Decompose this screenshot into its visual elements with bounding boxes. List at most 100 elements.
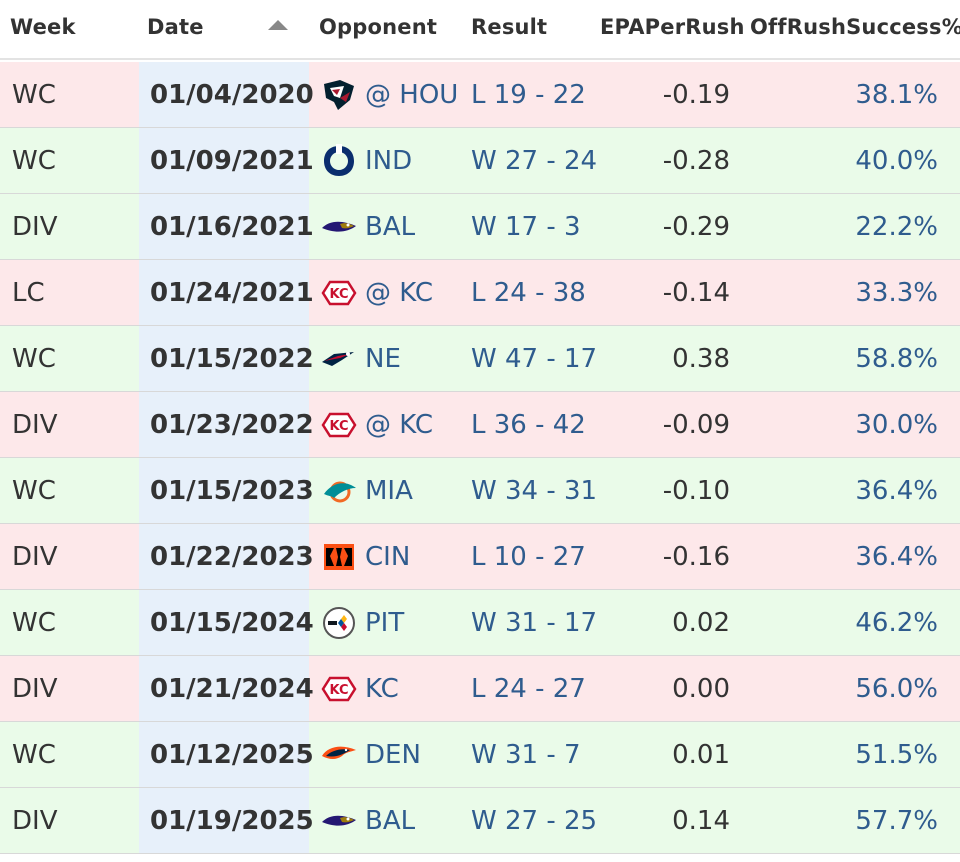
opponent-link[interactable]: IND bbox=[365, 146, 413, 176]
opponent-link[interactable]: @ HOU bbox=[365, 80, 459, 110]
date-cell: 01/23/2022 bbox=[150, 410, 314, 440]
off-rush-success-link[interactable]: 57.7% bbox=[855, 806, 938, 836]
opponent-link[interactable]: DEN bbox=[365, 740, 421, 770]
patriots-logo-icon bbox=[320, 342, 358, 376]
opponent-link[interactable]: CIN bbox=[365, 542, 411, 572]
off-rush-success-link[interactable]: 33.3% bbox=[855, 278, 938, 308]
opponent-link[interactable]: BAL bbox=[365, 212, 416, 242]
result-link[interactable]: W 34 - 31 bbox=[471, 476, 598, 506]
off-rush-success-link[interactable]: 40.0% bbox=[855, 146, 938, 176]
result-link[interactable]: W 31 - 7 bbox=[471, 740, 581, 770]
epa-per-rush-cell: 0.01 bbox=[672, 740, 730, 770]
column-header-epa-per-rush[interactable]: EPAPerRush bbox=[600, 15, 745, 39]
opponent-link[interactable]: BAL bbox=[365, 806, 416, 836]
result-link[interactable]: L 10 - 27 bbox=[471, 542, 586, 572]
week-cell: WC bbox=[12, 740, 56, 770]
sort-ascending-icon[interactable] bbox=[268, 20, 288, 30]
chiefs-logo-icon: KC bbox=[320, 276, 358, 310]
table-row[interactable]: DIV 01/16/2021 BAL W 17 - 3 -0.29 22.2% bbox=[0, 194, 960, 260]
result-link[interactable]: W 31 - 17 bbox=[471, 608, 598, 638]
off-rush-success-link[interactable]: 30.0% bbox=[855, 410, 938, 440]
table-row[interactable]: WC 01/15/2022 NE W 47 - 17 0.38 58.8% bbox=[0, 326, 960, 392]
epa-per-rush-cell: 0.02 bbox=[672, 608, 730, 638]
table-header: Week Date Opponent Result EPAPerRush Off… bbox=[0, 0, 960, 60]
epa-per-rush-cell: -0.14 bbox=[662, 278, 730, 308]
week-cell: DIV bbox=[12, 806, 58, 836]
table-row[interactable]: LC 01/24/2021 KC @ KC L 24 - 38 -0.14 33.3% bbox=[0, 260, 960, 326]
result-link[interactable]: W 47 - 17 bbox=[471, 344, 598, 374]
chiefs-logo-icon: KC bbox=[320, 672, 358, 706]
date-cell: 01/15/2024 bbox=[150, 608, 314, 638]
result-link[interactable]: L 24 - 27 bbox=[471, 674, 586, 704]
opponent-link[interactable]: NE bbox=[365, 344, 401, 374]
opponent-link[interactable]: @ KC bbox=[365, 278, 434, 308]
table-row[interactable]: WC 01/09/2021 IND W 27 - 24 -0.28 40.0% bbox=[0, 128, 960, 194]
date-cell-background bbox=[139, 194, 309, 259]
result-link[interactable]: W 27 - 25 bbox=[471, 806, 598, 836]
table-row[interactable]: DIV 01/22/2023 CIN L 10 - 27 -0.16 36.4% bbox=[0, 524, 960, 590]
svg-text:KC: KC bbox=[329, 419, 348, 434]
result-link[interactable]: L 24 - 38 bbox=[471, 278, 586, 308]
table-row[interactable]: WC 01/04/2020 @ HOU L 19 - 22 -0.19 38.1% bbox=[0, 62, 960, 128]
column-header-opponent[interactable]: Opponent bbox=[319, 15, 438, 39]
table-row[interactable]: DIV 01/23/2022 KC @ KC L 36 - 42 -0.09 30.0% bbox=[0, 392, 960, 458]
week-cell: WC bbox=[12, 146, 56, 176]
week-cell: DIV bbox=[12, 674, 58, 704]
date-cell: 01/19/2025 bbox=[150, 806, 314, 836]
date-cell-background bbox=[139, 458, 309, 523]
epa-per-rush-cell: 0.00 bbox=[672, 674, 730, 704]
steelers-logo-icon bbox=[320, 606, 358, 640]
week-cell: WC bbox=[12, 344, 56, 374]
off-rush-success-link[interactable]: 56.0% bbox=[855, 674, 938, 704]
off-rush-success-link[interactable]: 46.2% bbox=[855, 608, 938, 638]
off-rush-success-link[interactable]: 38.1% bbox=[855, 80, 938, 110]
off-rush-success-link[interactable]: 36.4% bbox=[855, 476, 938, 506]
table-row[interactable]: WC 01/15/2024 PIT W 31 - 17 0.02 46.2% bbox=[0, 590, 960, 656]
date-cell: 01/09/2021 bbox=[150, 146, 314, 176]
opponent-link[interactable]: PIT bbox=[365, 608, 405, 638]
ravens-logo-icon bbox=[320, 210, 358, 244]
date-cell: 01/24/2021 bbox=[150, 278, 314, 308]
epa-per-rush-cell: -0.10 bbox=[662, 476, 730, 506]
date-cell: 01/12/2025 bbox=[150, 740, 314, 770]
week-cell: WC bbox=[12, 608, 56, 638]
table-row[interactable]: DIV 01/19/2025 BAL W 27 - 25 0.14 57.7% bbox=[0, 788, 960, 854]
off-rush-success-link[interactable]: 51.5% bbox=[855, 740, 938, 770]
column-header-week[interactable]: Week bbox=[10, 15, 76, 39]
epa-per-rush-cell: 0.38 bbox=[672, 344, 730, 374]
opponent-link[interactable]: KC bbox=[365, 674, 399, 704]
date-cell-background bbox=[139, 128, 309, 193]
date-cell-background bbox=[139, 656, 309, 721]
week-cell: LC bbox=[12, 278, 45, 308]
week-cell: WC bbox=[12, 80, 56, 110]
result-link[interactable]: L 36 - 42 bbox=[471, 410, 586, 440]
date-cell-background bbox=[139, 260, 309, 325]
date-cell: 01/21/2024 bbox=[150, 674, 314, 704]
table-row[interactable]: DIV 01/21/2024 KC KC L 24 - 27 0.00 56.0% bbox=[0, 656, 960, 722]
dolphins-logo-icon bbox=[320, 474, 358, 508]
opponent-link[interactable]: @ KC bbox=[365, 410, 434, 440]
off-rush-success-link[interactable]: 22.2% bbox=[855, 212, 938, 242]
week-cell: WC bbox=[12, 476, 56, 506]
result-link[interactable]: W 17 - 3 bbox=[471, 212, 581, 242]
chiefs-logo-icon: KC bbox=[320, 408, 358, 442]
week-cell: DIV bbox=[12, 212, 58, 242]
table-row[interactable]: WC 01/15/2023 MIA W 34 - 31 -0.10 36.4% bbox=[0, 458, 960, 524]
date-cell-background bbox=[139, 326, 309, 391]
broncos-logo-icon bbox=[320, 738, 358, 772]
opponent-link[interactable]: MIA bbox=[365, 476, 413, 506]
column-header-result[interactable]: Result bbox=[471, 15, 548, 39]
svg-text:KC: KC bbox=[329, 287, 348, 302]
off-rush-success-link[interactable]: 36.4% bbox=[855, 542, 938, 572]
result-link[interactable]: W 27 - 24 bbox=[471, 146, 598, 176]
off-rush-success-link[interactable]: 58.8% bbox=[855, 344, 938, 374]
column-header-off-rush-success[interactable]: OffRushSuccess% bbox=[750, 15, 960, 39]
date-cell: 01/22/2023 bbox=[150, 542, 314, 572]
epa-per-rush-cell: 0.14 bbox=[672, 806, 730, 836]
epa-per-rush-cell: -0.28 bbox=[662, 146, 730, 176]
ravens-logo-icon bbox=[320, 804, 358, 838]
column-header-date[interactable]: Date bbox=[147, 15, 204, 39]
result-link[interactable]: L 19 - 22 bbox=[471, 80, 586, 110]
epa-per-rush-cell: -0.16 bbox=[662, 542, 730, 572]
table-row[interactable]: WC 01/12/2025 DEN W 31 - 7 0.01 51.5% bbox=[0, 722, 960, 788]
